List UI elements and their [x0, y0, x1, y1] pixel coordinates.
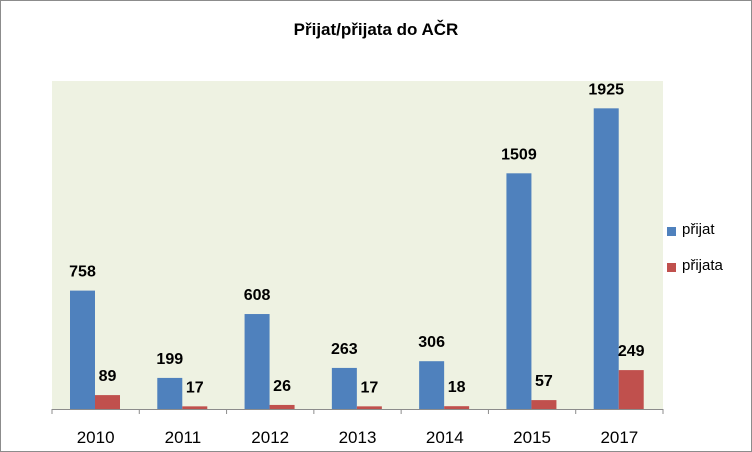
- x-tick-2010: 2010: [77, 428, 115, 447]
- x-tick-2011: 2011: [165, 428, 202, 447]
- bar-prijata-2015: [531, 400, 557, 409]
- legend-swatch-prijat: [667, 227, 676, 236]
- bar-prijat-2017: [593, 108, 619, 409]
- bar-prijat-2015: [506, 173, 532, 409]
- x-tick-2017: 2017: [600, 428, 638, 447]
- data-label-prijata-2014: 18: [448, 379, 466, 396]
- bar-prijat-2012: [244, 314, 270, 409]
- data-label-prijat-2011: 199: [156, 351, 183, 368]
- bar-prijata-2013: [356, 406, 382, 409]
- data-label-prijata-2011: 17: [186, 379, 204, 396]
- legend-swatch-prijata: [667, 263, 676, 272]
- bar-prijata-2014: [444, 406, 470, 409]
- x-tick-2015: 2015: [513, 428, 551, 447]
- bar-prijata-2010: [95, 395, 120, 409]
- x-tick-2014: 2014: [426, 428, 464, 447]
- data-label-prijata-2013: 17: [360, 379, 378, 396]
- plot-area: [52, 81, 663, 409]
- bar-prijat-2011: [157, 377, 183, 409]
- data-label-prijat-2013: 263: [331, 341, 358, 358]
- bar-prijat-2010: [70, 290, 95, 409]
- bar-prijata-2012: [269, 404, 295, 409]
- bar-prijata-2017: [618, 370, 644, 409]
- x-tick-2013: 2013: [339, 428, 377, 447]
- bar-prijata-2011: [182, 406, 208, 409]
- data-label-prijata-2010: 89: [99, 368, 117, 385]
- bar-prijat-2013: [331, 367, 357, 409]
- legend-label-prijat: přijat: [682, 221, 715, 238]
- data-label-prijat-2017: 1925: [588, 81, 624, 98]
- data-label-prijata-2012: 26: [273, 378, 291, 395]
- data-label-prijat-2015: 1509: [501, 146, 537, 163]
- bar-prijat-2014: [419, 361, 445, 409]
- data-label-prijata-2015: 57: [535, 373, 553, 390]
- data-label-prijat-2010: 758: [69, 264, 96, 281]
- data-label-prijat-2012: 608: [244, 287, 271, 304]
- data-label-prijat-2014: 306: [418, 334, 445, 351]
- x-tick-2012: 2012: [251, 428, 289, 447]
- chart-title: Přijat/přijata do AČR: [293, 20, 459, 39]
- legend-label-prijata: přijata: [682, 257, 723, 274]
- data-label-prijata-2017: 249: [618, 343, 645, 360]
